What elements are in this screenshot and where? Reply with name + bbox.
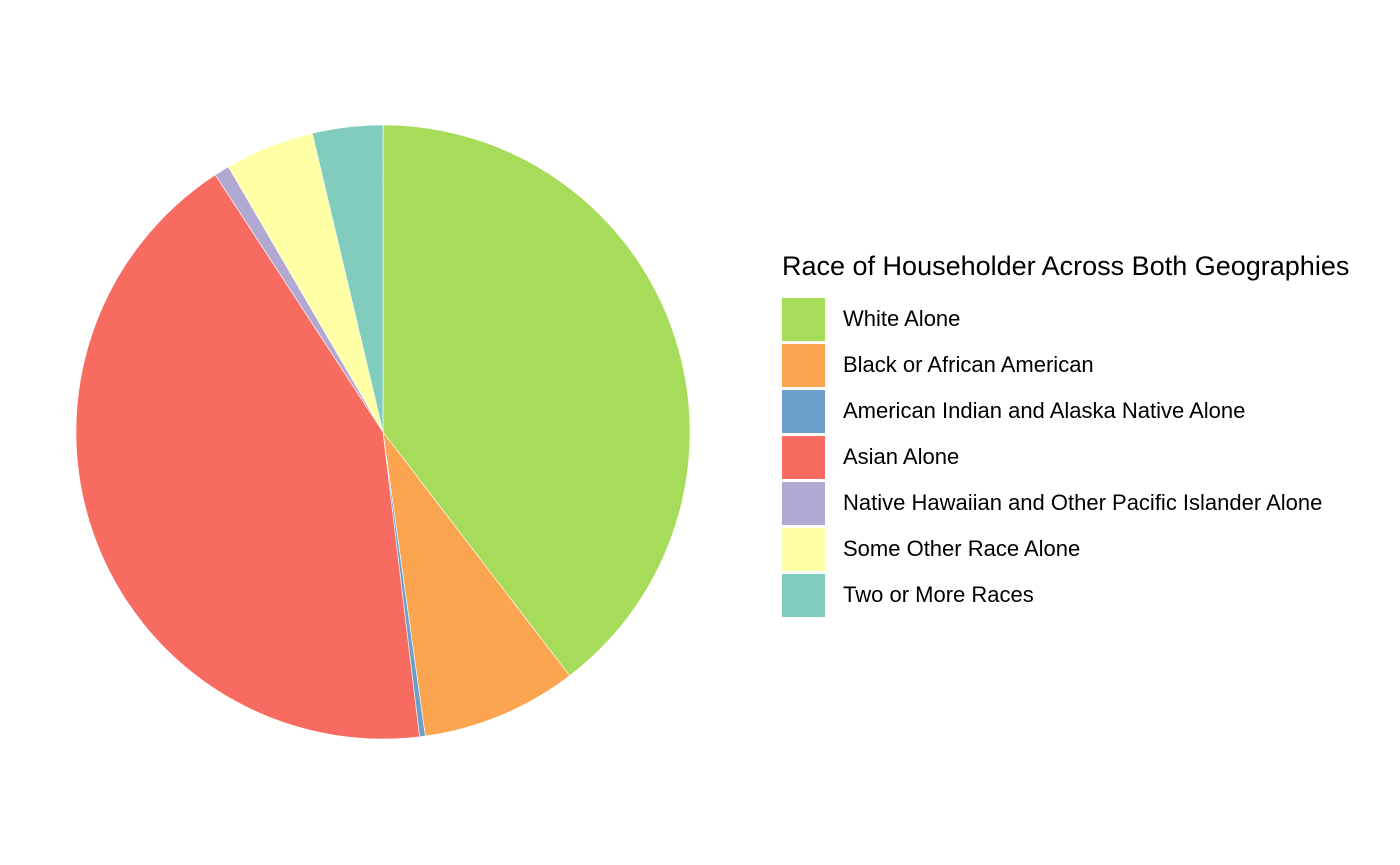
legend-label: Native Hawaiian and Other Pacific Island… (843, 490, 1323, 515)
legend-item: Black or African American (782, 342, 1349, 388)
legend-label: White Alone (843, 306, 961, 331)
pie-slice-6 (311, 124, 384, 433)
legend-swatch (782, 481, 825, 525)
legend-item: American Indian and Alaska Native Alone (782, 388, 1349, 434)
legend: Race of Householder Across Both Geograph… (782, 248, 1349, 618)
legend-item: Asian Alone (782, 434, 1349, 480)
legend-label: American Indian and Alaska Native Alone (843, 398, 1246, 423)
pie-slices (75, 124, 691, 740)
legend-swatch (782, 435, 825, 479)
legend-label: Two or More Races (843, 582, 1034, 607)
legend-swatch (782, 343, 825, 387)
legend-item: Some Other Race Alone (782, 526, 1349, 572)
pie-slice-1 (382, 430, 571, 737)
legend-item: Native Hawaiian and Other Pacific Island… (782, 480, 1349, 526)
legend-label: Asian Alone (843, 444, 960, 469)
pie-slice-3 (75, 174, 420, 740)
legend-items: White Alone Black or African American Amer… (782, 296, 1349, 618)
legend-label: Black or African American (843, 352, 1094, 377)
pie-slice-0 (382, 124, 691, 677)
legend-swatch (782, 573, 825, 617)
legend-title: Race of Householder Across Both Geograph… (782, 251, 1350, 281)
legend-label: Some Other Race Alone (843, 536, 1081, 561)
legend-swatch (782, 389, 825, 433)
legend-item: White Alone (782, 296, 1349, 342)
legend-swatch (782, 527, 825, 571)
legend-item: Two or More Races (782, 572, 1349, 618)
legend-swatch (782, 297, 825, 341)
